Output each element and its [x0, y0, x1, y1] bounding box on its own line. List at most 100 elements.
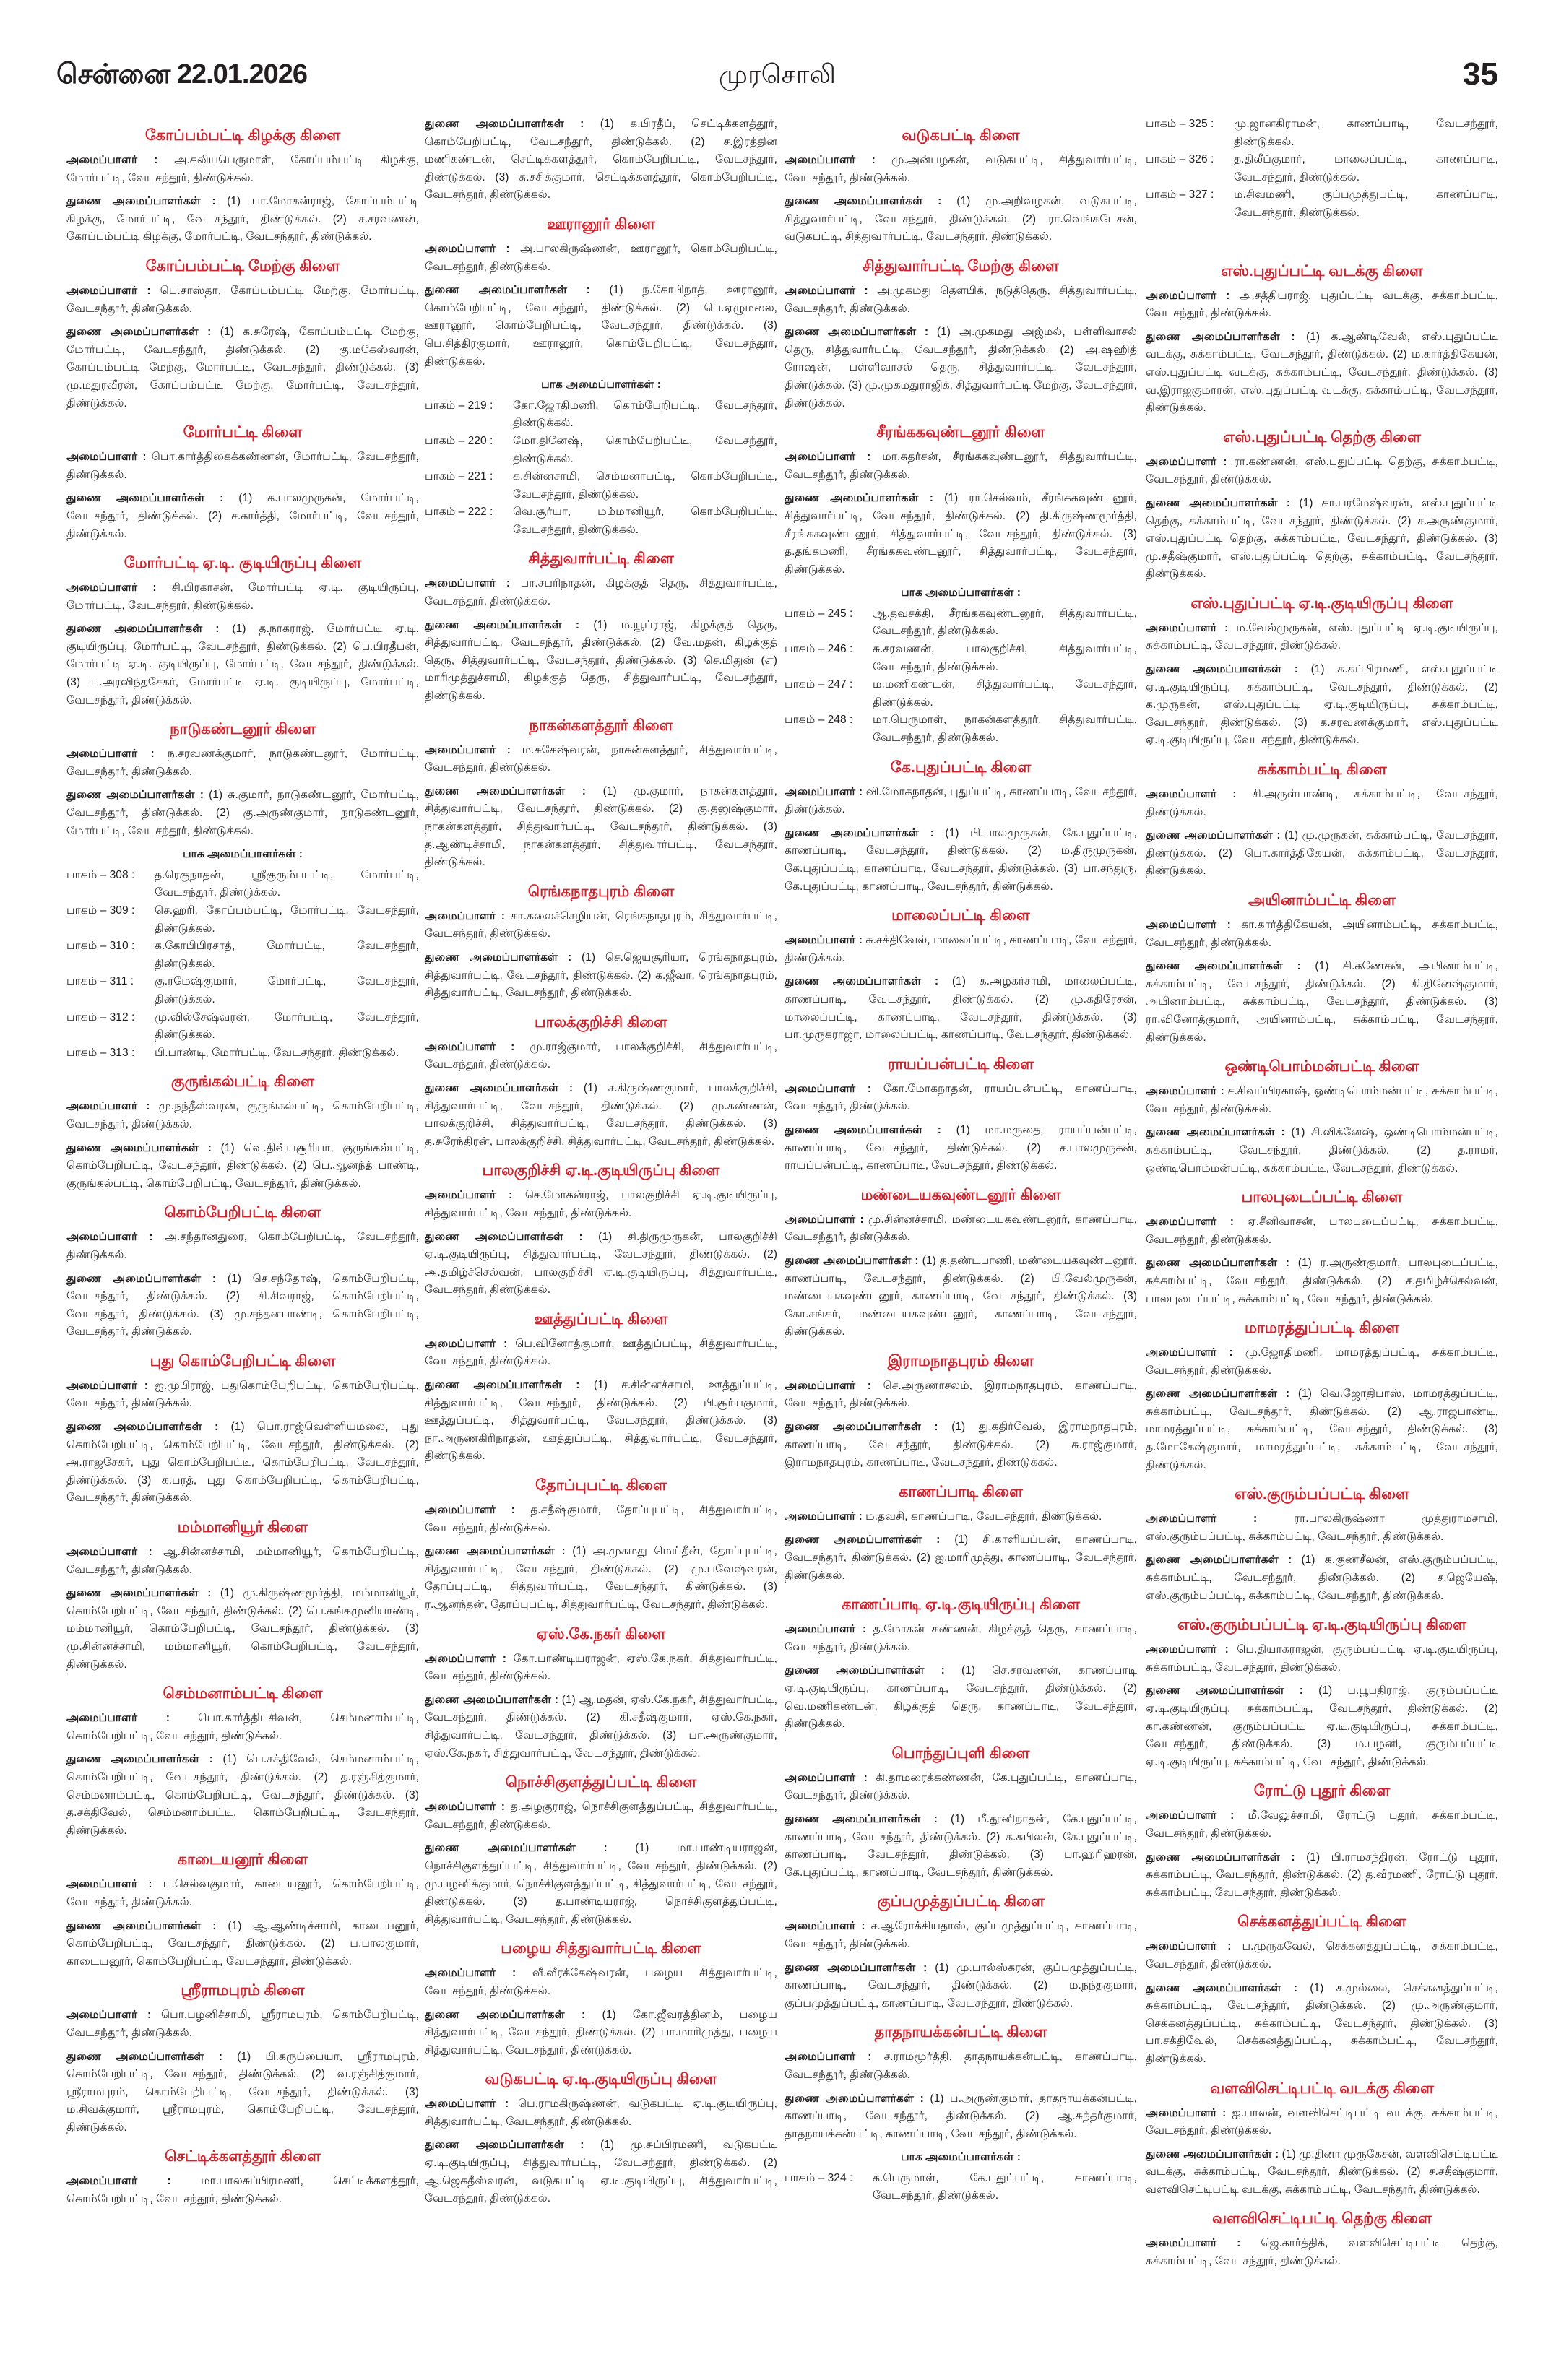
branch-section: குருங்கல்பட்டி கிளை அமைப்பாளர் : மு.நந்தீ…: [66, 1072, 419, 1193]
booth-row: பாகம் – 309 : செ.ஹரி, கோப்பம்பட்டி, மோர்ப…: [66, 902, 419, 938]
page-number: 35: [1463, 56, 1498, 92]
branch-section: ஸ்ரீராமபுரம் கிளை அமைப்பாளர் : பொ.பழனிச்ச…: [66, 1981, 419, 2137]
deputy-organizers-entry: துணை அமைப்பாளர்கள் : (1) பி.பாலமுருகன், …: [785, 825, 1137, 896]
newspaper-name: முரசொலி: [719, 59, 836, 89]
deputy-label: துணை அமைப்பாளர்கள் :: [66, 789, 209, 802]
deputy-label: துணை அமைப்பாளர்கள் :: [425, 1081, 584, 1094]
deputy-organizers-entry: துணை அமைப்பாளர்கள் : (1) து.கதிர்வேல், இ…: [785, 1419, 1137, 1472]
deputy-text: (1) ச.முல்லை, செக்கனத்துப்பட்டி, சுக்காம…: [1146, 1981, 1498, 2065]
branch-section: மாலைப்பட்டி கிளை அமைப்பாளர் : சு.சக்திவேல…: [785, 906, 1137, 1044]
organizer-entry: அமைப்பாளர் : அ.முகமது தௌபிக், நடுத்தெரு,…: [785, 282, 1137, 318]
branch-section: எஸ்.குரும்பப்பட்டி ஏ.டி.குடியிருப்பு கிள…: [1146, 1615, 1498, 1771]
branch-heading: ஊரானூர் கிளை: [546, 215, 656, 233]
deputy-text: (1) செ.ஜெயசூரியா, ரெங்கநாதபுரம், சித்துவ…: [425, 951, 777, 1000]
organizer-text: ரா.பாலகிருஷ்ணா முத்துராமசாமி, எஸ்.குரும்…: [1146, 1513, 1498, 1543]
deputy-text: (1) பி.கருப்பையா, ஸ்ரீராமபுரம், கொம்பேறி…: [66, 2050, 419, 2134]
deputy-organizers-entry: துணை அமைப்பாளர்கள் : (1) க.பாலமுருகன், ம…: [66, 490, 419, 543]
branch-heading: சுக்காம்பட்டி கிளை: [1257, 761, 1387, 779]
branch-heading: எஸ்.புதுப்பட்டி ஏ.டி.குடியிருப்பு கிளை: [1190, 594, 1453, 612]
branch-heading: கொம்பேறிபட்டி கிளை: [164, 1204, 321, 1221]
organizer-text: ஜெ.கார்த்திக், வளவிசெட்டிபட்டி தெற்கு, ச…: [1146, 2237, 1498, 2268]
deputy-text: (1) ஆ.ஆண்டிச்சாமி, காடையனூர், கொம்பேறிபட…: [66, 1919, 419, 1968]
branch-heading: பாலபுடைப்பட்டி கிளை: [1241, 1189, 1403, 1206]
branch-heading: மம்மானியூர் கிளை: [177, 1519, 308, 1536]
branch-section: நாடுகண்டனூர் கிளை அமைப்பாளர் : ந.சரவணக்கு…: [66, 719, 419, 1062]
organizer-entry: அமைப்பாளர் : கோ.பாண்டியராஜன், ஏஸ்.கே.நகர…: [425, 1650, 777, 1686]
branch-section: சித்துவார்பட்டி கிளை அமைப்பாளர் : பா.சபரி…: [425, 549, 777, 705]
deputy-label: துணை அமைப்பாளர்கள் :: [425, 1230, 599, 1243]
booth-organizer: பி.பாண்டி, மோர்பட்டி, வேடசந்தூர், திண்டு…: [155, 1046, 399, 1059]
deputy-organizers-entry: துணை அமைப்பாளர்கள் : (1) மா.பாண்டியராஜன்…: [425, 1840, 777, 1929]
organizer-text: வீ.வீரக்கேஷ்வரன், பழைய சித்துவார்பட்டி, …: [425, 1967, 777, 1997]
branch-heading: சித்துவார்பட்டி மேற்கு கிளை: [863, 257, 1059, 274]
organizer-entry: அமைப்பாளர் : சு.சக்திவேல், மாலைப்பட்டி, …: [785, 932, 1137, 967]
deputy-label: துணை அமைப்பாளர்கள் :: [66, 1919, 228, 1932]
organizer-entry: அமைப்பாளர் : கா.கலைச்செழியன், ரெங்கநாதபு…: [425, 908, 777, 943]
deputy-label: துணை அமைப்பாளர்கள் :: [785, 2092, 930, 2105]
deputy-label: துணை அமைப்பாளர்கள் :: [425, 1842, 636, 1855]
organizer-text: ந.சரவணக்குமார், நாடுகண்டனூர், மோர்பட்டி,…: [66, 748, 419, 778]
deputy-text: (1) மா.மருதை, ராயப்பன்பட்டி, காணப்பாடி, …: [785, 1123, 1137, 1172]
organizer-label: அமைப்பாளர் :: [66, 2175, 202, 2188]
deputy-organizers-entry: துணை அமைப்பாளர்கள் : (1) சு.குமார், நாடு…: [66, 787, 419, 840]
deputy-organizers-entry: துணை அமைப்பாளர்கள் : (1) க.சுரேஷ், கோப்ப…: [66, 324, 419, 412]
branch-heading: மண்டையகவுண்டனூர் கிளை: [860, 1186, 1061, 1203]
branch-section: வளவிசெட்டிபட்டி தெற்கு கிளை அமைப்பாளர் : …: [1146, 2209, 1498, 2270]
deputy-text: (1) அ.முகமது அஜ்மல், பள்ளிவாசல் தெரு, சி…: [785, 326, 1137, 410]
deputy-text: (1) சி.திருமுருகன், பாலகுறிச்சி ஏ.டி.குட…: [425, 1230, 777, 1297]
deputy-text: (1) ந.கோபிநாத், ஊரானூர், கொம்பேறிபட்டி, …: [425, 284, 777, 368]
deputy-label: துணை அமைப்பாளர்கள் :: [1146, 1981, 1310, 1994]
booth-organizer: மு.வில்சேஷ்வரன், மோர்பட்டி, வேடசந்தூர், …: [155, 1011, 419, 1042]
organizer-entry: அமைப்பாளர் : மு.ஜோதிமணி, மாமரத்துப்பட்டி…: [1146, 1344, 1498, 1380]
organizer-label: அமைப்பாளர் :: [1146, 788, 1253, 801]
organizer-entry: அமைப்பாளர் : மா.பாலசுப்பிரமணி, செட்டிக்க…: [66, 2173, 419, 2208]
branch-section: காணப்பாடி கிளை அமைப்பாளர் : ம.தவசி, காணப்…: [785, 1482, 1137, 1585]
booth-organizer: த.ரெகுநாதன், ஸ்ரீகுரும்பபட்டி, மோர்பட்டி…: [155, 868, 419, 899]
branch-heading: ஸ்ரீராமபுரம் கிளை: [181, 1982, 305, 1999]
branch-section: எஸ்.குரும்பப்பட்டி கிளை அமைப்பாளர் : ரா.ப…: [1146, 1484, 1498, 1605]
deputy-organizers-entry: துணை அமைப்பாளர்கள் : (1) சி.திருமுருகன்,…: [425, 1229, 777, 1299]
deputy-text: (1) ப.பூபதிராஜ், குரும்பப்பட்டி ஏ.டி.குட…: [1146, 1684, 1498, 1768]
booth-organizer: ஆ.தவசக்தி, சீரங்ககவுண்டனூர், சித்துவார்ப…: [873, 607, 1137, 638]
organizer-label: அமைப்பாளர் :: [1146, 455, 1234, 468]
deputy-organizers-entry: துணை அமைப்பாளர்கள் : (1) செ.சந்தோஷ், கொம…: [66, 1271, 419, 1341]
deputy-text: (1) து.கதிர்வேல், இராமநாதபுரம், காணப்பாட…: [785, 1421, 1137, 1469]
deputy-text: (1) கா.பரமேஷ்வரன், எஸ்.புதுப்பட்டி தெற்க…: [1146, 496, 1498, 581]
deputy-organizers-entry: துணை அமைப்பாளர்கள் : (1) த.நாகராஜ், மோர்…: [66, 620, 419, 709]
booth-row: பாகம் – 246 : சு.சரவணன், பாலகுறிச்சி, சித…: [785, 641, 1137, 676]
deputy-label: துணை அமைப்பாளர்கள் :: [425, 1545, 573, 1558]
branch-section: அயினாம்பட்டி கிளை அமைப்பாளர் : கா.கார்த்த…: [1146, 891, 1498, 1047]
deputy-organizers-entry: துணை அமைப்பாளர்கள் : (1) பி.ராமசந்திரன்,…: [1146, 1849, 1498, 1903]
organizer-label: அமைப்பாளர் :: [66, 1379, 155, 1392]
deputy-organizers-entry: துணை அமைப்பாளர்கள் : (1) அ.முகமது அஜ்மல்…: [785, 324, 1137, 412]
organizer-label: அமைப்பாளர் :: [785, 1920, 871, 1933]
deputy-organizers-entry: துணை அமைப்பாளர்கள் : (1) செ.சரவணன், காணப…: [785, 1662, 1137, 1733]
deputy-text: (1) ச.சின்னச்சாமி, ஊத்துப்பட்டி, சித்துவ…: [425, 1379, 777, 1463]
branch-heading: காணப்பாடி கிளை: [899, 1483, 1023, 1500]
deputy-organizers-entry: துணை அமைப்பாளர்கள் : (1) ர.அருண்குமார், …: [1146, 1255, 1498, 1308]
branch-heading: செம்மனாம்பட்டி கிளை: [163, 1685, 323, 1702]
organizer-entry: அமைப்பாளர் : பெ.ராமகிருஷ்ணன், வடுகபட்டி …: [425, 2095, 777, 2131]
deputy-label: துணை அமைப்பாளர்கள் :: [66, 1421, 231, 1434]
organizer-entry: அமைப்பாளர் : கி.தாமரைக்கண்ணன், கே.புதுப்…: [785, 1770, 1137, 1805]
booth-number: பாகம் – 246 :: [785, 643, 853, 656]
organizer-text: மு.நந்தீஸ்வரன், குருங்கல்பட்டி, கொம்பேறி…: [66, 1100, 419, 1130]
organizer-text: அ.சத்தியராஜ், புதுப்பட்டி வடக்கு, சுக்கா…: [1146, 289, 1498, 320]
branch-heading: எஸ்.குரும்பப்பட்டி கிளை: [1235, 1486, 1409, 1503]
booth-organizers-heading: பாக அமைப்பாளர்கள் :: [183, 848, 303, 861]
booth-number: பாகம் – 327 :: [1146, 189, 1214, 202]
organizer-label: அமைப்பாளர் :: [785, 1379, 883, 1392]
booth-row: பாகம் – 312 : மு.வில்சேஷ்வரன், மோர்பட்டி,…: [66, 1009, 419, 1044]
organizer-text: பெ.ராமகிருஷ்ணன், வடுகபட்டி ஏ.டி.குடியிரு…: [425, 2098, 777, 2128]
organizer-label: அமைப்பாளர் :: [785, 1213, 869, 1226]
branch-heading: வடுகபட்டி ஏ.டி.குடியிருப்பு கிளை: [485, 2071, 717, 2088]
branch-section: ஊரானூர் கிளை அமைப்பாளர் : அ.பாலகிருஷ்ணன்,…: [425, 215, 777, 540]
deputy-text: (1) சி.காளியப்பன், காணப்பாடி, வேடசந்தூர்…: [785, 1533, 1137, 1582]
organizer-entry: அமைப்பாளர் : ரா.பாலகிருஷ்ணா முத்துராமசாம…: [1146, 1510, 1498, 1546]
organizer-label: அமைப்பாளர் :: [1146, 2237, 1261, 2250]
organizer-entry: அமைப்பாளர் : சி.பிரகாசன், மோர்பட்டி ஏ.டி…: [66, 579, 419, 615]
booth-row: பாகம் – 220 : மோ.தினேஷ், கொம்பேறிபட்டி, வ…: [425, 433, 777, 468]
organizer-text: மு.அன்பழகன், வடுகபட்டி, சித்துவார்பட்டி,…: [785, 154, 1137, 184]
booth-row: பாகம் – 219 : கோ.ஜோதிமணி, கொம்பேறிபட்டி, …: [425, 397, 777, 433]
organizer-entry: அமைப்பாளர் : ச.சிவப்பிரகாஷ், ஒண்டிபொம்மன…: [1146, 1083, 1498, 1118]
